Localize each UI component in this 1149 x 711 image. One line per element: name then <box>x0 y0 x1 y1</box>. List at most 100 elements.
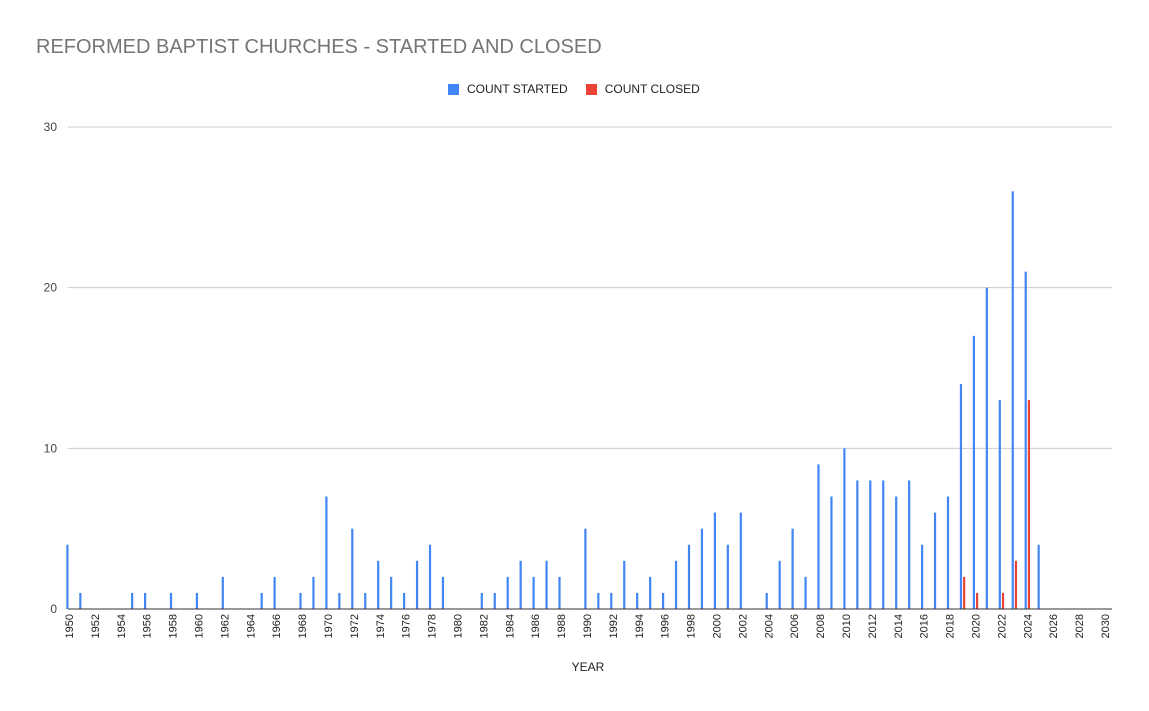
bar-started-2022 <box>998 400 1001 609</box>
bar-started-1951 <box>79 592 82 609</box>
bar-started-2009 <box>830 496 833 609</box>
x-axis-title: YEAR <box>571 660 605 674</box>
x-tick-label-2028: 2028 <box>1074 614 1086 638</box>
x-tick-label-1992: 1992 <box>608 614 620 638</box>
x-tick-label-1962: 1962 <box>219 614 231 638</box>
x-tick-label-1960: 1960 <box>194 614 206 638</box>
x-tick-label-2024: 2024 <box>1022 614 1034 638</box>
x-tick-label-1954: 1954 <box>116 614 128 638</box>
x-tick-label-1970: 1970 <box>323 614 335 638</box>
bar-started-1986 <box>532 576 535 609</box>
x-tick-label-2014: 2014 <box>893 614 905 638</box>
bar-started-1982 <box>480 592 483 609</box>
x-tick-label-2004: 2004 <box>763 614 775 638</box>
bar-started-1990 <box>584 528 587 609</box>
bar-started-2002 <box>739 512 742 609</box>
x-tick-label-2000: 2000 <box>712 614 724 638</box>
bar-started-2008 <box>817 464 820 609</box>
bar-started-2021 <box>985 287 988 609</box>
bar-started-2025 <box>1037 544 1040 609</box>
bar-started-2006 <box>791 528 794 609</box>
bar-started-2023 <box>1011 191 1014 609</box>
legend-swatch-closed <box>585 83 597 95</box>
bar-started-1958 <box>169 592 173 609</box>
bar-closed-2019 <box>963 576 966 609</box>
x-tick-label-1966: 1966 <box>271 614 283 638</box>
bar-started-1968 <box>299 592 302 609</box>
bar-started-1991 <box>597 592 600 609</box>
bar-started-1950 <box>66 544 69 609</box>
x-tick-label-2002: 2002 <box>737 614 749 638</box>
bar-closed-2023 <box>1014 560 1018 609</box>
bar-started-1988 <box>558 576 561 609</box>
bar-started-2001 <box>726 544 729 609</box>
x-tick-label-1994: 1994 <box>634 614 646 638</box>
legend: COUNT STARTED COUNT CLOSED <box>448 82 700 96</box>
x-tick-label-2018: 2018 <box>945 614 957 638</box>
bar-started-1995 <box>649 576 652 609</box>
bar-started-2012 <box>869 480 872 609</box>
bar-started-1993 <box>623 560 626 609</box>
x-tick-label-1972: 1972 <box>349 614 361 638</box>
x-tick-label-1988: 1988 <box>556 614 568 638</box>
x-tick-label-1982: 1982 <box>478 614 490 638</box>
bar-started-1996 <box>662 592 665 609</box>
bar-started-1965 <box>260 592 263 609</box>
x-tick-label-1976: 1976 <box>401 614 413 638</box>
y-tick-label-10: 10 <box>44 441 58 455</box>
x-tick-label-1968: 1968 <box>297 614 309 638</box>
bar-started-2005 <box>778 560 781 609</box>
bar-started-2011 <box>856 480 859 609</box>
x-tick-label-1980: 1980 <box>453 614 465 638</box>
bar-started-2017 <box>933 512 937 609</box>
x-tick-label-1974: 1974 <box>375 614 387 638</box>
bar-closed-2020 <box>976 592 979 609</box>
x-tick-label-2010: 2010 <box>841 614 853 638</box>
x-tick-label-2008: 2008 <box>815 614 827 638</box>
x-tick-label-1956: 1956 <box>142 614 154 638</box>
bar-started-1979 <box>441 576 445 609</box>
bar-started-1998 <box>687 544 691 609</box>
x-tick-label-2016: 2016 <box>919 614 931 638</box>
chart-title: REFORMED BAPTIST CHURCHES - STARTED AND … <box>36 36 602 58</box>
x-tick-label-1984: 1984 <box>504 614 516 638</box>
bar-started-2019 <box>959 384 963 609</box>
bar-started-1992 <box>610 592 613 609</box>
bar-started-2014 <box>895 496 898 609</box>
x-tick-label-1958: 1958 <box>168 614 180 638</box>
bar-started-2010 <box>843 448 846 609</box>
bar-started-1999 <box>700 528 704 609</box>
bar-started-1985 <box>519 560 522 609</box>
bar-started-1970 <box>325 496 328 609</box>
bar-started-1983 <box>493 592 496 609</box>
bar-started-2018 <box>946 496 950 609</box>
legend-item-closed[interactable]: COUNT CLOSED <box>585 82 700 96</box>
bar-started-1977 <box>415 560 419 609</box>
x-tick-label-1978: 1978 <box>427 614 439 638</box>
x-tick-label-2012: 2012 <box>867 614 879 638</box>
bar-started-1987 <box>545 560 548 609</box>
bar-started-1966 <box>273 576 276 609</box>
legend-swatch-started <box>448 83 459 95</box>
bar-started-1978 <box>428 544 432 609</box>
y-tick-label-30: 30 <box>44 120 58 134</box>
bar-started-2020 <box>972 335 975 609</box>
legend-item-started[interactable]: COUNT STARTED <box>448 82 568 96</box>
bar-started-1962 <box>221 576 224 609</box>
x-tick-label-2030: 2030 <box>1100 614 1112 638</box>
y-tick-label-20: 20 <box>44 281 58 295</box>
bar-started-1956 <box>144 592 147 609</box>
x-tick-label-1998: 1998 <box>686 614 698 638</box>
bar-started-1997 <box>674 560 678 609</box>
bar-started-1972 <box>351 528 354 609</box>
bar-started-1969 <box>312 576 315 609</box>
bar-started-1976 <box>403 592 406 609</box>
bar-started-1975 <box>390 576 393 609</box>
x-tick-label-1952: 1952 <box>90 614 102 638</box>
bar-started-1960 <box>195 592 198 609</box>
x-tick-label-1996: 1996 <box>660 614 672 638</box>
x-tick-label-1986: 1986 <box>530 614 542 638</box>
bar-started-1994 <box>636 592 639 609</box>
bar-closed-2022 <box>1001 592 1005 609</box>
